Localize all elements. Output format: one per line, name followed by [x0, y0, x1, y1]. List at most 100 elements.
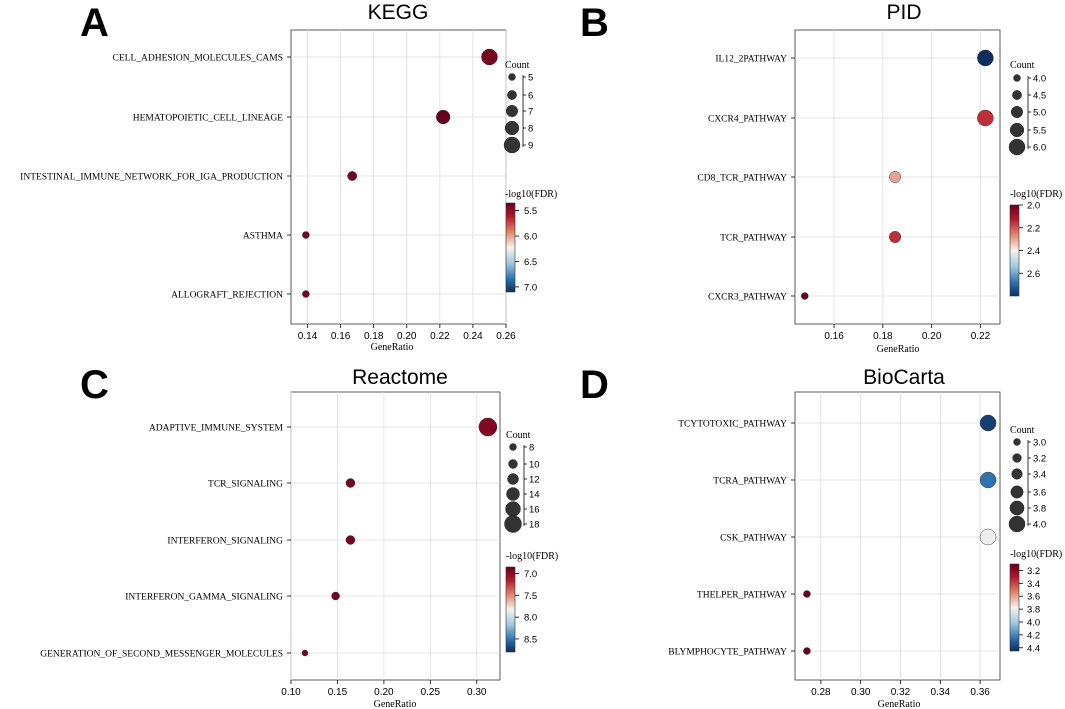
size-legend-label: 14 [529, 490, 540, 501]
category-label: TCR_SIGNALING [208, 480, 283, 490]
color-legend-a: -log10(FDR) 5.5 6.0 6.5 7.0 [505, 189, 557, 293]
x-axis-title-c: GeneRatio [374, 699, 417, 709]
colorbar-tick-label: 2.0 [1027, 201, 1040, 212]
color-legend-b: -log10(FDR) 2.0 2.2 2.4 2.6 [1009, 189, 1062, 297]
x-tick-label-a: 0.20 [397, 331, 417, 342]
size-legend-label: 9 [528, 141, 533, 152]
x-tick-label-a: 0.26 [496, 331, 516, 342]
x-tick-label-a: 0.16 [331, 331, 351, 342]
category-label: ASTHMA [243, 232, 283, 242]
size-legend-circle [1009, 500, 1025, 516]
data-point [977, 109, 994, 127]
colorbar [505, 566, 516, 653]
category-label: TCRA_PATHWAY [713, 477, 787, 487]
size-legend-circle [1013, 438, 1021, 446]
data-point [436, 109, 451, 125]
colorbar-tick-label: 4.0 [1027, 618, 1040, 629]
category-label: IL12_2PATHWAY [715, 55, 787, 65]
category-label: BLYMPHOCYTE_PATHWAY [668, 648, 787, 658]
color-legend-d: -log10(FDR) 3.2 3.4 3.6 3.8 4.04.2 4.4 [1009, 549, 1062, 654]
plot-frame-c [290, 391, 501, 681]
data-point [977, 49, 994, 67]
plot-frame-a [290, 29, 507, 325]
size-legend-label: 18 [529, 520, 540, 531]
x-tick-label-a: 0.22 [430, 331, 450, 342]
x-tick-label-b: 0.16 [824, 331, 844, 342]
category-label: GENERATION_OF_SECOND_MESSENGER_MOLECULES [40, 650, 283, 660]
data-point [979, 528, 997, 546]
color-legend-title-d: -log10(FDR) [1010, 549, 1062, 560]
panel-title-a: KEGG [368, 1, 429, 24]
plot-area-b: 0.16 0.18 0.20 0.22 IL12_2PATHWAY CXCR4_PATHW… [697, 29, 1001, 342]
panel-a: A KEGG 0.14 0.16 0.18 0.20 0.22 0.24 0.26 CELL_… [20, 1, 557, 353]
size-legend-circle [1012, 453, 1022, 463]
data-point [302, 290, 310, 298]
color-legend-title-c: -log10(FDR) [506, 551, 558, 562]
color-legend-title-a: -log10(FDR) [505, 189, 557, 200]
x-tick-label-a: 0.18 [364, 331, 384, 342]
size-legend-circle [504, 120, 520, 136]
color-legend-c: -log10(FDR) 7.0 7.5 8.0 8.5 [505, 551, 558, 653]
category-label: CSK_PATHWAY [720, 534, 787, 544]
size-legend-label: 8 [528, 124, 533, 135]
x-axis-title-a: GeneRatio [371, 342, 414, 353]
size-legend-a: Count 5 6 7 8 9 [503, 60, 533, 154]
panel-b: B PID 0.16 0.18 0.20 0.22 IL12_2PATHWAY CXCR4… [580, 1, 1062, 355]
size-legend-label: 6 [528, 91, 533, 102]
category-label: ADAPTIVE_IMMUNE_SYSTEM [149, 424, 284, 434]
x-tick-label-d: 0.36 [970, 687, 990, 698]
x-axis-title-b: GeneRatio [877, 344, 920, 355]
category-label: INTERFERON_GAMMA_SIGNALING [125, 593, 283, 603]
size-legend-circle [1011, 468, 1023, 480]
data-point [889, 231, 902, 243]
size-legend-circle [1010, 485, 1024, 499]
size-legend-circle [509, 443, 517, 451]
size-legend-circle [507, 473, 519, 485]
data-point [301, 649, 309, 657]
size-legend-circle [1012, 90, 1022, 100]
data-point [979, 471, 997, 489]
colorbar-tick-label: 3.6 [1027, 592, 1040, 603]
category-label: CXCR4_PATHWAY [708, 115, 787, 125]
data-point [345, 535, 356, 545]
size-legend-circle [504, 515, 522, 533]
size-legend-label: 3.6 [1033, 488, 1046, 499]
x-tick-label-b: 0.18 [873, 331, 893, 342]
size-legend-circle [1013, 74, 1021, 82]
x-tick-label-b: 0.22 [971, 331, 991, 342]
data-point [803, 647, 811, 655]
size-legend-circle [1008, 515, 1026, 533]
panel-c: C Reactome 0.10 0.15 0.20 0.25 0.30 ADAPTIVE_… [40, 363, 558, 709]
x-tick-label-c: 0.25 [421, 687, 441, 698]
size-legend-title-b: Count [1010, 60, 1035, 71]
panel-title-c: Reactome [352, 366, 448, 389]
x-tick-label-b: 0.20 [922, 331, 942, 342]
category-label: CELL_ADHESION_MOLECULES_CAMS [113, 54, 283, 64]
data-point [481, 48, 498, 66]
size-legend-c: Count 8 10 12 14 16 18 [504, 430, 540, 533]
colorbar-tick-label: 6.5 [524, 257, 537, 268]
size-legend-circle [1009, 122, 1025, 138]
x-axis-title-d: GeneRatio [878, 699, 921, 709]
size-legend-label: 3.2 [1033, 454, 1046, 465]
colorbar [1009, 204, 1020, 297]
panel-title-d: BioCarta [863, 366, 945, 389]
plot-frame-d [794, 391, 1001, 681]
panel-letter-c: C [80, 363, 109, 407]
data-point [478, 417, 498, 437]
colorbar-tick-label: 3.8 [1027, 605, 1040, 616]
data-point [345, 478, 356, 488]
size-legend-label: 4.0 [1033, 520, 1046, 531]
category-label: HEMATOPOIETIC_CELL_LINEAGE [133, 114, 283, 124]
plot-area-c: 0.10 0.15 0.20 0.25 0.30 ADAPTIVE_IMMUNE_SYST… [40, 391, 501, 698]
size-legend-label: 10 [529, 460, 540, 471]
x-tick-label-d: 0.28 [811, 687, 831, 698]
colorbar-tick-label: 2.6 [1027, 269, 1040, 280]
colorbar [1009, 563, 1020, 652]
colorbar-tick-label: 7.5 [524, 591, 537, 602]
size-legend-circle [505, 501, 521, 517]
size-legend-d: Count 3.0 3.2 3.4 3.6 3.8 4.0 [1008, 425, 1046, 533]
x-tick-label-d: 0.34 [931, 687, 951, 698]
panel-title-b: PID [886, 1, 921, 24]
category-label: CD8_TCR_PATHWAY [697, 174, 787, 184]
